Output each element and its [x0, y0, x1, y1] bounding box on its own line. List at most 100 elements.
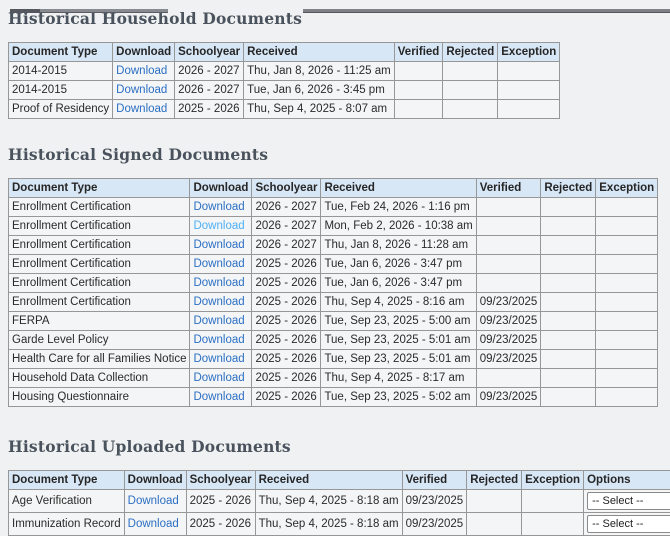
col-header-options: Options	[584, 471, 670, 490]
cell-exception	[596, 388, 658, 407]
col-header-document-type: Document Type	[9, 179, 190, 198]
download-link[interactable]: Download	[193, 277, 244, 289]
download-link[interactable]: Download	[116, 65, 167, 77]
download-link[interactable]: Download	[128, 518, 179, 530]
documents-page: Historical Household Documents Document …	[0, 9, 670, 536]
cell-verified: 09/23/2025	[476, 350, 541, 369]
cell-received: Thu, Jan 8, 2026 - 11:25 am	[244, 62, 395, 81]
download-link[interactable]: Download	[193, 239, 244, 251]
cell-received: Thu, Sep 4, 2025 - 8:17 am	[321, 369, 476, 388]
download-link[interactable]: Download	[128, 495, 179, 507]
cell-document-type: Enrollment Certification	[9, 217, 190, 236]
cell-exception	[498, 100, 560, 119]
download-link[interactable]: Download	[193, 220, 244, 232]
cell-verified	[476, 369, 541, 388]
cell-exception	[596, 255, 658, 274]
options-select-wrap: -- Select --	[587, 515, 670, 533]
cell-document-type: Garde Level Policy	[9, 331, 190, 350]
partial-clipped-element-cap	[10, 9, 40, 13]
cell-document-type: Immunization Record	[9, 513, 125, 536]
cell-download: Download	[190, 350, 252, 369]
download-link[interactable]: Download	[193, 353, 244, 365]
cell-document-type: Enrollment Certification	[9, 255, 190, 274]
cell-document-type: Household Data Collection	[9, 369, 190, 388]
cell-received: Tue, Sep 23, 2025 - 5:00 am	[321, 312, 476, 331]
cell-rejected	[541, 312, 596, 331]
cell-rejected	[467, 513, 522, 536]
col-header-rejected: Rejected	[443, 43, 498, 62]
section-historical-household-documents: Historical Household Documents Document …	[8, 9, 670, 119]
cell-schoolyear: 2026 - 2027	[252, 236, 321, 255]
cell-exception	[522, 490, 584, 513]
col-header-verified: Verified	[394, 43, 443, 62]
cell-download: Download	[124, 513, 186, 536]
col-header-verified: Verified	[476, 179, 541, 198]
cell-exception	[596, 369, 658, 388]
cell-rejected	[541, 236, 596, 255]
cell-verified	[476, 274, 541, 293]
cell-download: Download	[190, 198, 252, 217]
cell-received: Thu, Sep 4, 2025 - 8:16 am	[321, 293, 476, 312]
cell-rejected	[541, 369, 596, 388]
cell-download: Download	[190, 388, 252, 407]
cell-received: Tue, Feb 24, 2026 - 1:16 pm	[321, 198, 476, 217]
download-link[interactable]: Download	[116, 103, 167, 115]
cell-verified	[476, 217, 541, 236]
cell-verified: 09/23/2025	[476, 388, 541, 407]
cell-document-type: Enrollment Certification	[9, 293, 190, 312]
cell-verified	[476, 198, 541, 217]
col-header-received: Received	[321, 179, 476, 198]
cell-download: Download	[190, 274, 252, 293]
cell-rejected	[541, 255, 596, 274]
col-header-schoolyear: Schoolyear	[186, 471, 255, 490]
cell-received: Thu, Sep 4, 2025 - 8:18 am	[255, 513, 402, 536]
cell-exception	[596, 293, 658, 312]
cell-schoolyear: 2025 - 2026	[186, 490, 255, 513]
col-header-received: Received	[255, 471, 402, 490]
cell-verified	[394, 81, 443, 100]
cell-schoolyear: 2025 - 2026	[175, 100, 244, 119]
cell-rejected	[541, 350, 596, 369]
download-link[interactable]: Download	[193, 201, 244, 213]
download-link[interactable]: Download	[193, 372, 244, 384]
download-link[interactable]: Download	[193, 334, 244, 346]
cell-received: Thu, Sep 4, 2025 - 8:18 am	[255, 490, 402, 513]
options-select[interactable]: -- Select --	[587, 492, 670, 510]
col-header-document-type: Document Type	[9, 43, 113, 62]
section-historical-uploaded-documents: Historical Uploaded Documents Document T…	[8, 437, 670, 536]
col-header-exception: Exception	[522, 471, 584, 490]
col-header-rejected: Rejected	[541, 179, 596, 198]
download-link[interactable]: Download	[193, 315, 244, 327]
cell-verified	[394, 62, 443, 81]
col-header-download: Download	[190, 179, 252, 198]
cell-received: Mon, Feb 2, 2026 - 10:38 am	[321, 217, 476, 236]
cell-document-type: Proof of Residency	[9, 100, 113, 119]
cell-download: Download	[113, 62, 175, 81]
section-title-uploaded: Historical Uploaded Documents	[8, 437, 670, 456]
partial-clipped-element-right	[303, 9, 670, 13]
cell-document-type: Age Verification	[9, 490, 125, 513]
col-header-schoolyear: Schoolyear	[175, 43, 244, 62]
cell-download: Download	[190, 312, 252, 331]
options-select[interactable]: -- Select --	[587, 515, 670, 533]
cell-schoolyear: 2025 - 2026	[252, 312, 321, 331]
cell-document-type: 2014-2015	[9, 81, 113, 100]
cell-rejected	[541, 388, 596, 407]
cell-document-type: Enrollment Certification	[9, 198, 190, 217]
cell-rejected	[541, 198, 596, 217]
cell-document-type: 2014-2015	[9, 62, 113, 81]
download-link[interactable]: Download	[116, 84, 167, 96]
cell-schoolyear: 2025 - 2026	[252, 274, 321, 293]
download-link[interactable]: Download	[193, 296, 244, 308]
download-link[interactable]: Download	[193, 258, 244, 270]
cell-rejected	[541, 293, 596, 312]
cell-received: Thu, Sep 4, 2025 - 8:07 am	[244, 100, 395, 119]
download-link[interactable]: Download	[193, 391, 244, 403]
